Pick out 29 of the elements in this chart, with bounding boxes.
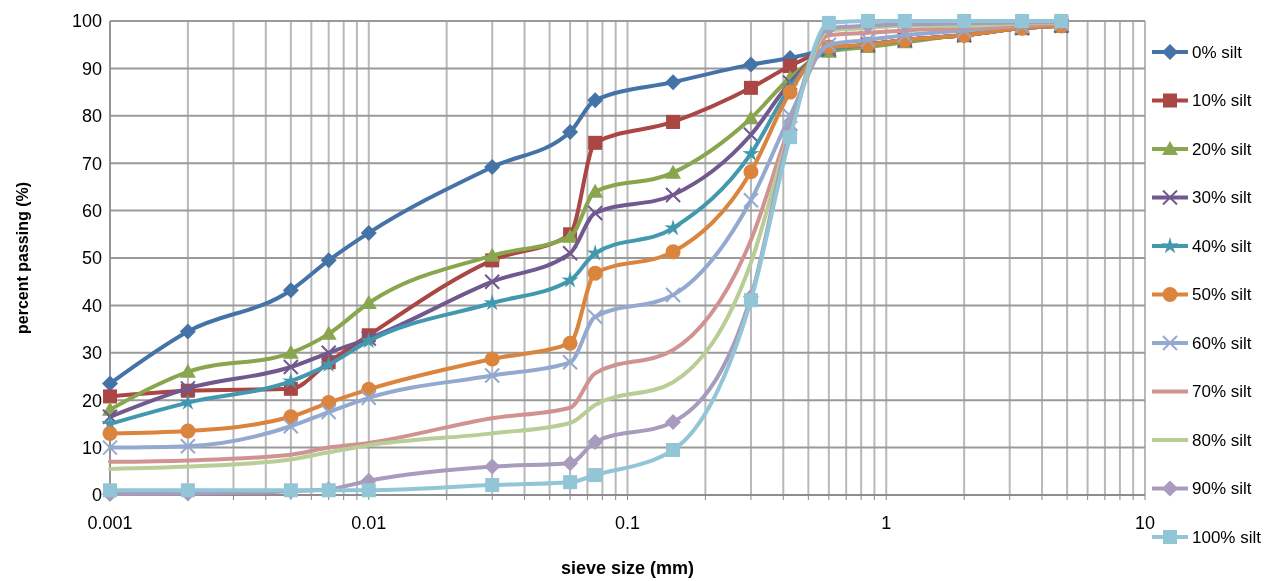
y-tick-label: 30 xyxy=(81,343,102,364)
y-axis-title: percent passing (%) xyxy=(14,181,31,335)
x-axis-title: sieve size (mm) xyxy=(560,558,695,578)
y-tick-label: 10 xyxy=(81,437,102,458)
x-tick-label: 0.1 xyxy=(614,513,641,533)
legend-label: 70% silt xyxy=(1192,382,1252,402)
y-tick-label: 90 xyxy=(81,58,102,79)
legend-label: 60% silt xyxy=(1192,333,1252,353)
y-tick-label: 100 xyxy=(71,11,102,32)
x-tick-label: 10 xyxy=(1134,513,1156,533)
legend-label: 50% silt xyxy=(1192,285,1252,305)
y-tick-label: 70 xyxy=(81,153,102,174)
legend-label: 90% silt xyxy=(1192,479,1252,499)
y-tick-label: 80 xyxy=(81,106,102,127)
legend-label: 100% silt xyxy=(1192,527,1262,547)
y-tick-label: 50 xyxy=(81,248,102,269)
x-tick-label: 0.01 xyxy=(351,513,387,533)
y-tick-label: 60 xyxy=(81,200,102,221)
y-tick-label: 20 xyxy=(81,390,102,411)
legend-label: 30% silt xyxy=(1192,188,1252,208)
legend-label: 20% silt xyxy=(1192,139,1252,159)
y-tick-label: 40 xyxy=(81,295,102,316)
legend-label: 40% silt xyxy=(1192,236,1252,256)
legend-label: 0% silt xyxy=(1192,42,1243,62)
legend-label: 10% silt xyxy=(1192,91,1252,111)
x-tick-label: 0.001 xyxy=(87,513,133,533)
x-tick-label: 1 xyxy=(881,513,892,533)
y-tick-label: 0 xyxy=(91,485,102,506)
legend-label: 80% silt xyxy=(1192,430,1252,450)
